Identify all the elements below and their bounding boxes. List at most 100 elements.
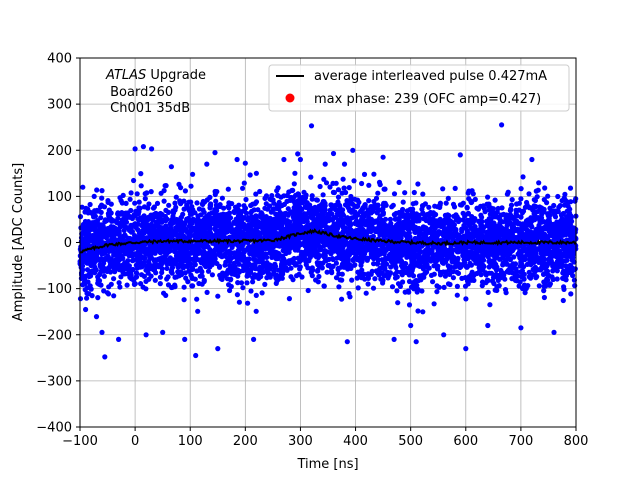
scatter-point xyxy=(546,228,552,235)
scatter-point xyxy=(534,194,540,200)
scatter-point xyxy=(415,308,421,314)
scatter-point xyxy=(459,226,465,232)
scatter-point xyxy=(273,280,279,286)
scatter-point xyxy=(410,206,416,212)
scatter-point xyxy=(290,187,296,193)
scatter-point xyxy=(303,217,309,223)
scatter-point xyxy=(158,246,164,252)
scatter-point xyxy=(178,269,184,275)
scatter-point xyxy=(450,257,456,263)
scatter-point xyxy=(168,225,174,232)
scatter-point xyxy=(275,185,281,191)
scatter-point xyxy=(468,242,474,248)
scatter-point xyxy=(465,250,471,256)
scatter-point xyxy=(502,276,508,282)
scatter-point xyxy=(508,263,514,269)
scatter-point xyxy=(192,245,198,251)
scatter-point xyxy=(478,272,484,278)
scatter-point xyxy=(265,245,271,251)
scatter-point xyxy=(251,207,257,213)
scatter-point xyxy=(445,281,452,287)
scatter-point xyxy=(372,202,378,208)
scatter-point xyxy=(436,229,442,235)
scatter-point xyxy=(420,309,426,315)
scatter-point xyxy=(238,280,245,286)
scatter-point xyxy=(123,219,130,225)
scatter-point xyxy=(541,197,547,203)
scatter-point xyxy=(447,271,453,277)
scatter-point xyxy=(108,256,114,262)
scatter-point xyxy=(432,225,438,231)
scatter-point xyxy=(181,198,187,204)
scatter-point xyxy=(490,206,496,212)
scatter-point xyxy=(219,195,225,201)
scatter-point xyxy=(474,256,480,263)
scatter-point xyxy=(519,210,526,216)
scatter-point xyxy=(244,256,250,262)
scatter-point xyxy=(526,205,532,211)
scatter-point xyxy=(144,190,150,196)
scatter-point xyxy=(443,200,449,206)
scatter-point xyxy=(550,276,556,282)
scatter-point xyxy=(315,279,321,285)
scatter-point xyxy=(288,274,294,280)
scatter-point xyxy=(487,257,493,264)
scatter-point xyxy=(528,229,534,235)
scatter-point xyxy=(464,204,470,210)
scatter-point xyxy=(493,267,499,273)
scatter-point xyxy=(320,198,326,205)
scatter-point xyxy=(95,295,101,301)
scatter-point xyxy=(296,271,302,277)
scatter-point xyxy=(490,229,496,235)
scatter-point xyxy=(321,176,327,182)
scatter-point xyxy=(106,248,112,254)
scatter-point xyxy=(477,260,483,266)
scatter-point xyxy=(258,252,264,258)
scatter-point xyxy=(340,176,346,182)
scatter-point xyxy=(185,279,191,285)
scatter-point xyxy=(177,198,183,204)
scatter-point xyxy=(219,254,225,260)
scatter-point xyxy=(198,223,204,229)
scatter-point xyxy=(400,250,406,256)
scatter-point xyxy=(212,256,218,262)
scatter-point xyxy=(195,213,201,219)
scatter-point xyxy=(98,282,104,288)
scatter-point xyxy=(473,230,479,236)
scatter-point xyxy=(279,217,285,223)
scatter-point xyxy=(99,188,105,194)
scatter-point xyxy=(240,185,246,191)
scatter-point xyxy=(430,279,436,285)
scatter-point xyxy=(421,231,427,237)
scatter-point xyxy=(106,207,112,213)
scatter-point xyxy=(526,274,532,280)
scatter-point xyxy=(380,206,386,212)
scatter-point xyxy=(181,284,187,290)
scatter-point xyxy=(339,277,345,283)
scatter-point xyxy=(89,225,95,231)
scatter-point xyxy=(448,246,454,252)
scatter-point xyxy=(286,189,292,195)
scatter-point xyxy=(556,204,562,210)
scatter-point xyxy=(95,257,102,263)
scatter-point xyxy=(98,215,104,221)
scatter-point xyxy=(382,266,388,272)
scatter-point xyxy=(409,252,415,258)
scatter-point xyxy=(164,261,170,267)
scatter-point xyxy=(116,280,122,286)
scatter-point xyxy=(134,191,140,197)
scatter-point xyxy=(572,283,578,289)
scatter-point xyxy=(421,216,427,222)
scatter-point xyxy=(231,209,237,216)
scatter-point xyxy=(188,183,194,189)
scatter-point xyxy=(273,211,279,217)
scatter-point xyxy=(285,206,291,212)
scatter-point xyxy=(406,302,413,308)
scatter-point xyxy=(541,279,547,285)
scatter-point xyxy=(565,213,571,219)
scatter-point xyxy=(249,248,255,254)
scatter-point xyxy=(355,248,361,254)
scatter-point xyxy=(459,275,465,281)
scatter-point xyxy=(320,205,326,211)
scatter-point xyxy=(330,263,336,269)
